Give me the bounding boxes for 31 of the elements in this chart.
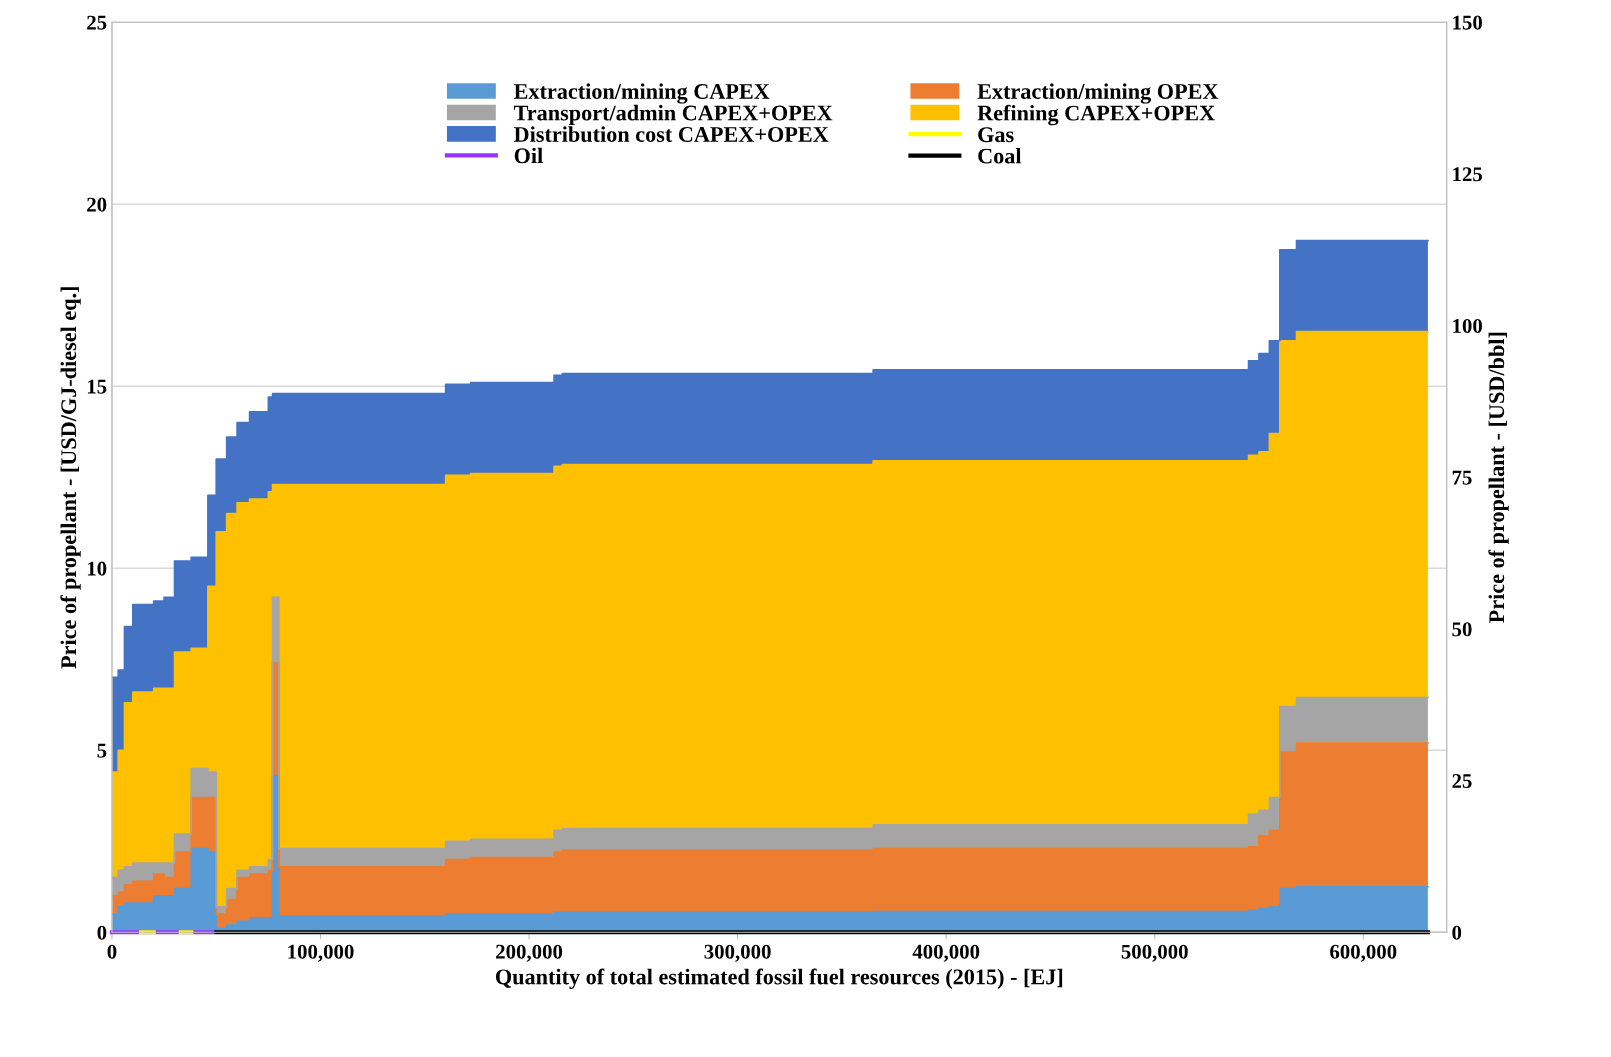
legend-label: Extraction/mining CAPEX — [513, 83, 770, 104]
legend-label: Refining CAPEX+OPEX — [977, 104, 1215, 126]
x-tick-label: 0 — [107, 944, 117, 959]
legend-label: Distribution cost CAPEX+OPEX — [514, 126, 829, 142]
x-tick-label: 300,000 — [704, 944, 771, 962]
x-tick-label: 400,000 — [912, 944, 980, 962]
legend-label: Extraction/mining OPEX — [977, 83, 1219, 104]
x-tick-label: 600,000 — [1330, 944, 1397, 962]
x-axis-title: Quantity of total estimated fossil fuel resources (2015) - [EJ] — [495, 968, 1063, 989]
y2-tick-label: 100 — [1453, 318, 1482, 333]
y-tick-label: 25 — [87, 15, 107, 30]
x-tick-label: 500,000 — [1121, 944, 1188, 962]
y2-axis-title: Price of propellant - [USD/bbl] — [1488, 332, 1509, 623]
y2-tick-label: 50 — [1452, 622, 1472, 637]
y-tick-label: 10 — [87, 561, 107, 576]
legend-label: Coal — [978, 147, 1022, 164]
y2-tick-label: 75 — [1452, 470, 1472, 485]
legend-label: Oil — [514, 147, 543, 164]
legend-label: Gas — [978, 127, 1014, 143]
legend-label: Transport/admin CAPEX+OPEX — [513, 104, 833, 126]
x-tick-label: 100,000 — [288, 944, 354, 962]
y-tick-label: 15 — [87, 379, 107, 394]
y2-tick-label: 25 — [1452, 774, 1472, 789]
y-tick-label: 20 — [87, 197, 107, 212]
x-tick-label: 200,000 — [496, 944, 563, 962]
y-tick-label: 0 — [97, 925, 107, 940]
y2-tick-label: 0 — [1452, 925, 1462, 940]
y2-tick-label: 125 — [1453, 167, 1483, 182]
y-axis-title: Price of propellant - [USD/GJ-diesel eq.] — [60, 287, 81, 669]
y-tick-label: 5 — [97, 743, 107, 758]
y2-tick-label: 150 — [1453, 15, 1482, 30]
